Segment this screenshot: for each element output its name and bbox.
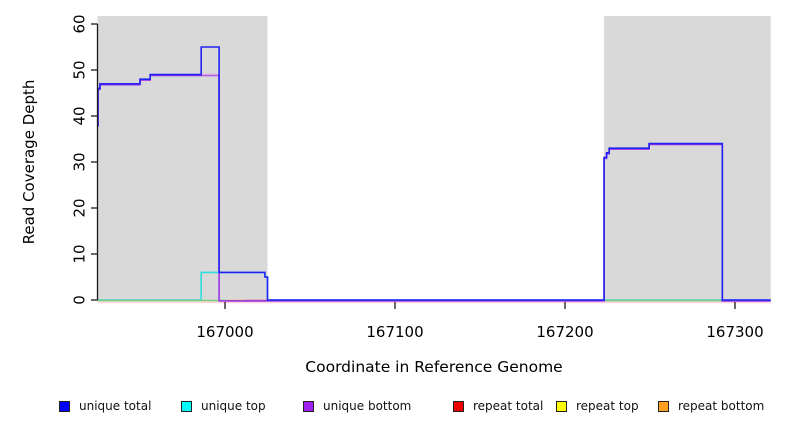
legend-swatch-icon (59, 400, 70, 412)
x-axis-tick-label: 167300 (706, 323, 763, 341)
x-axis-tick-label: 167100 (366, 323, 423, 341)
legend-item-repeat-total: repeat total (453, 399, 543, 413)
legend-swatch-icon (181, 400, 192, 412)
legend-swatch-icon (303, 400, 314, 412)
legend-item-unique-top: unique top (181, 399, 266, 413)
legend-item-repeat-bottom: repeat bottom (658, 399, 764, 413)
legend-item-unique-total: unique total (59, 399, 151, 413)
y-axis-tick-label: 50 (71, 60, 89, 79)
legend-item-unique-bottom: unique bottom (303, 399, 411, 413)
y-axis-title: Read Coverage Depth (20, 80, 38, 245)
y-axis-tick-label: 40 (71, 106, 89, 125)
legend-label: repeat total (473, 399, 544, 413)
legend-swatch-icon (556, 400, 567, 412)
legend-item-repeat-top: repeat top (556, 399, 639, 413)
y-axis-tick-label: 10 (71, 244, 89, 263)
series-unique-total-line (97, 46, 771, 301)
x-axis-tick-label: 167000 (196, 323, 253, 341)
legend-label: repeat top (576, 399, 639, 413)
legend-label: unique top (201, 399, 266, 413)
masked-region-left (97, 16, 268, 302)
legend-label: repeat bottom (678, 399, 765, 413)
masked-region-right (604, 16, 771, 302)
x-axis-title: Coordinate in Reference Genome (305, 358, 562, 376)
y-axis-tick-label: 60 (71, 14, 89, 33)
legend-swatch-icon (658, 400, 669, 412)
legend-label: unique bottom (323, 399, 412, 413)
y-axis-tick-label: 20 (71, 198, 89, 217)
legend-swatch-icon (453, 400, 464, 412)
y-axis-tick-label: 30 (71, 152, 89, 171)
y-axis-tick-label: 0 (71, 295, 89, 305)
legend-label: unique total (79, 399, 152, 413)
chart-legend: unique total unique top unique bottom repea… (0, 396, 792, 420)
x-axis-tick-label: 167200 (536, 323, 593, 341)
